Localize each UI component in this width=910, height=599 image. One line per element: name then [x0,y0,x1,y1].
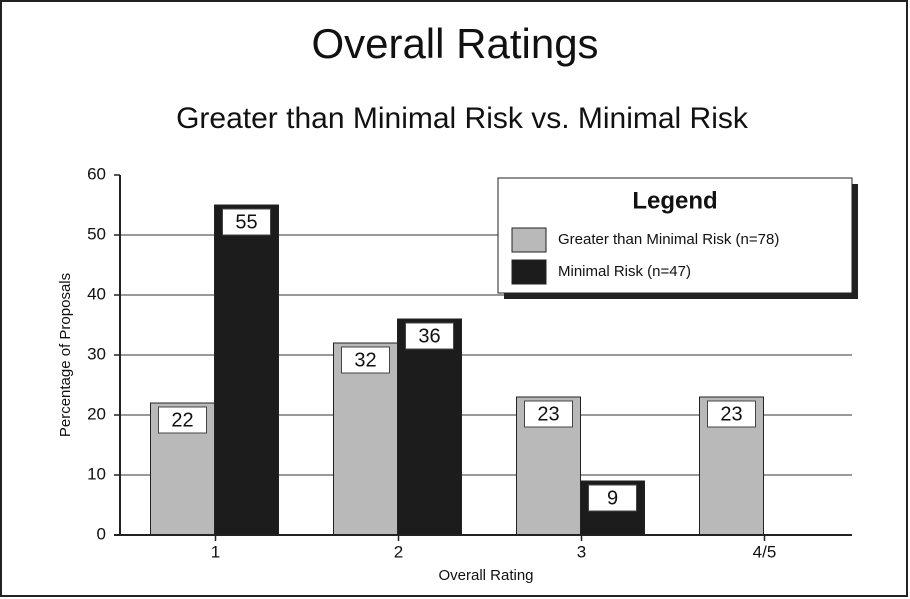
legend-label: Minimal Risk (n=47) [558,263,691,280]
value-label-box [341,346,390,374]
value-label-box [158,406,207,434]
y-tick-label: 50 [87,224,106,243]
y-tick-label: 40 [87,284,106,303]
x-tick-label: 3 [577,542,586,561]
legend-swatch [511,259,547,285]
y-tick-label: 20 [87,404,106,423]
x-tick-label: 2 [394,542,403,561]
y-tick-label: 30 [87,344,106,363]
value-label: 23 [720,403,742,425]
legend-title: Legend [632,187,717,214]
chart-title: Overall Ratings [311,20,598,67]
value-label-box [222,208,271,236]
value-label: 36 [418,325,440,347]
bar [397,318,462,536]
value-label-box [405,322,454,350]
y-tick-label: 60 [87,164,106,183]
value-label: 32 [354,349,376,371]
legend-label: Greater than Minimal Risk (n=78) [558,231,779,248]
legend-swatch [511,227,547,253]
value-label-box [707,400,756,428]
value-label: 23 [537,403,559,425]
chart-subtitle: Greater than Minimal Risk vs. Minimal Ri… [176,102,749,135]
y-tick-label: 0 [97,524,106,543]
value-label: 9 [607,487,618,509]
y-tick-label: 10 [87,464,106,483]
x-axis-label: Overall Rating [438,567,533,584]
value-label: 22 [171,409,193,431]
value-label-box [524,400,573,428]
x-tick-label: 1 [211,542,220,561]
value-label-box [588,484,637,512]
bar [333,342,398,536]
x-tick-label: 4/5 [753,542,777,561]
value-label: 55 [235,211,257,233]
legend [497,177,853,294]
bar [214,204,279,536]
y-axis-label: Percentage of Proposals [57,273,74,437]
